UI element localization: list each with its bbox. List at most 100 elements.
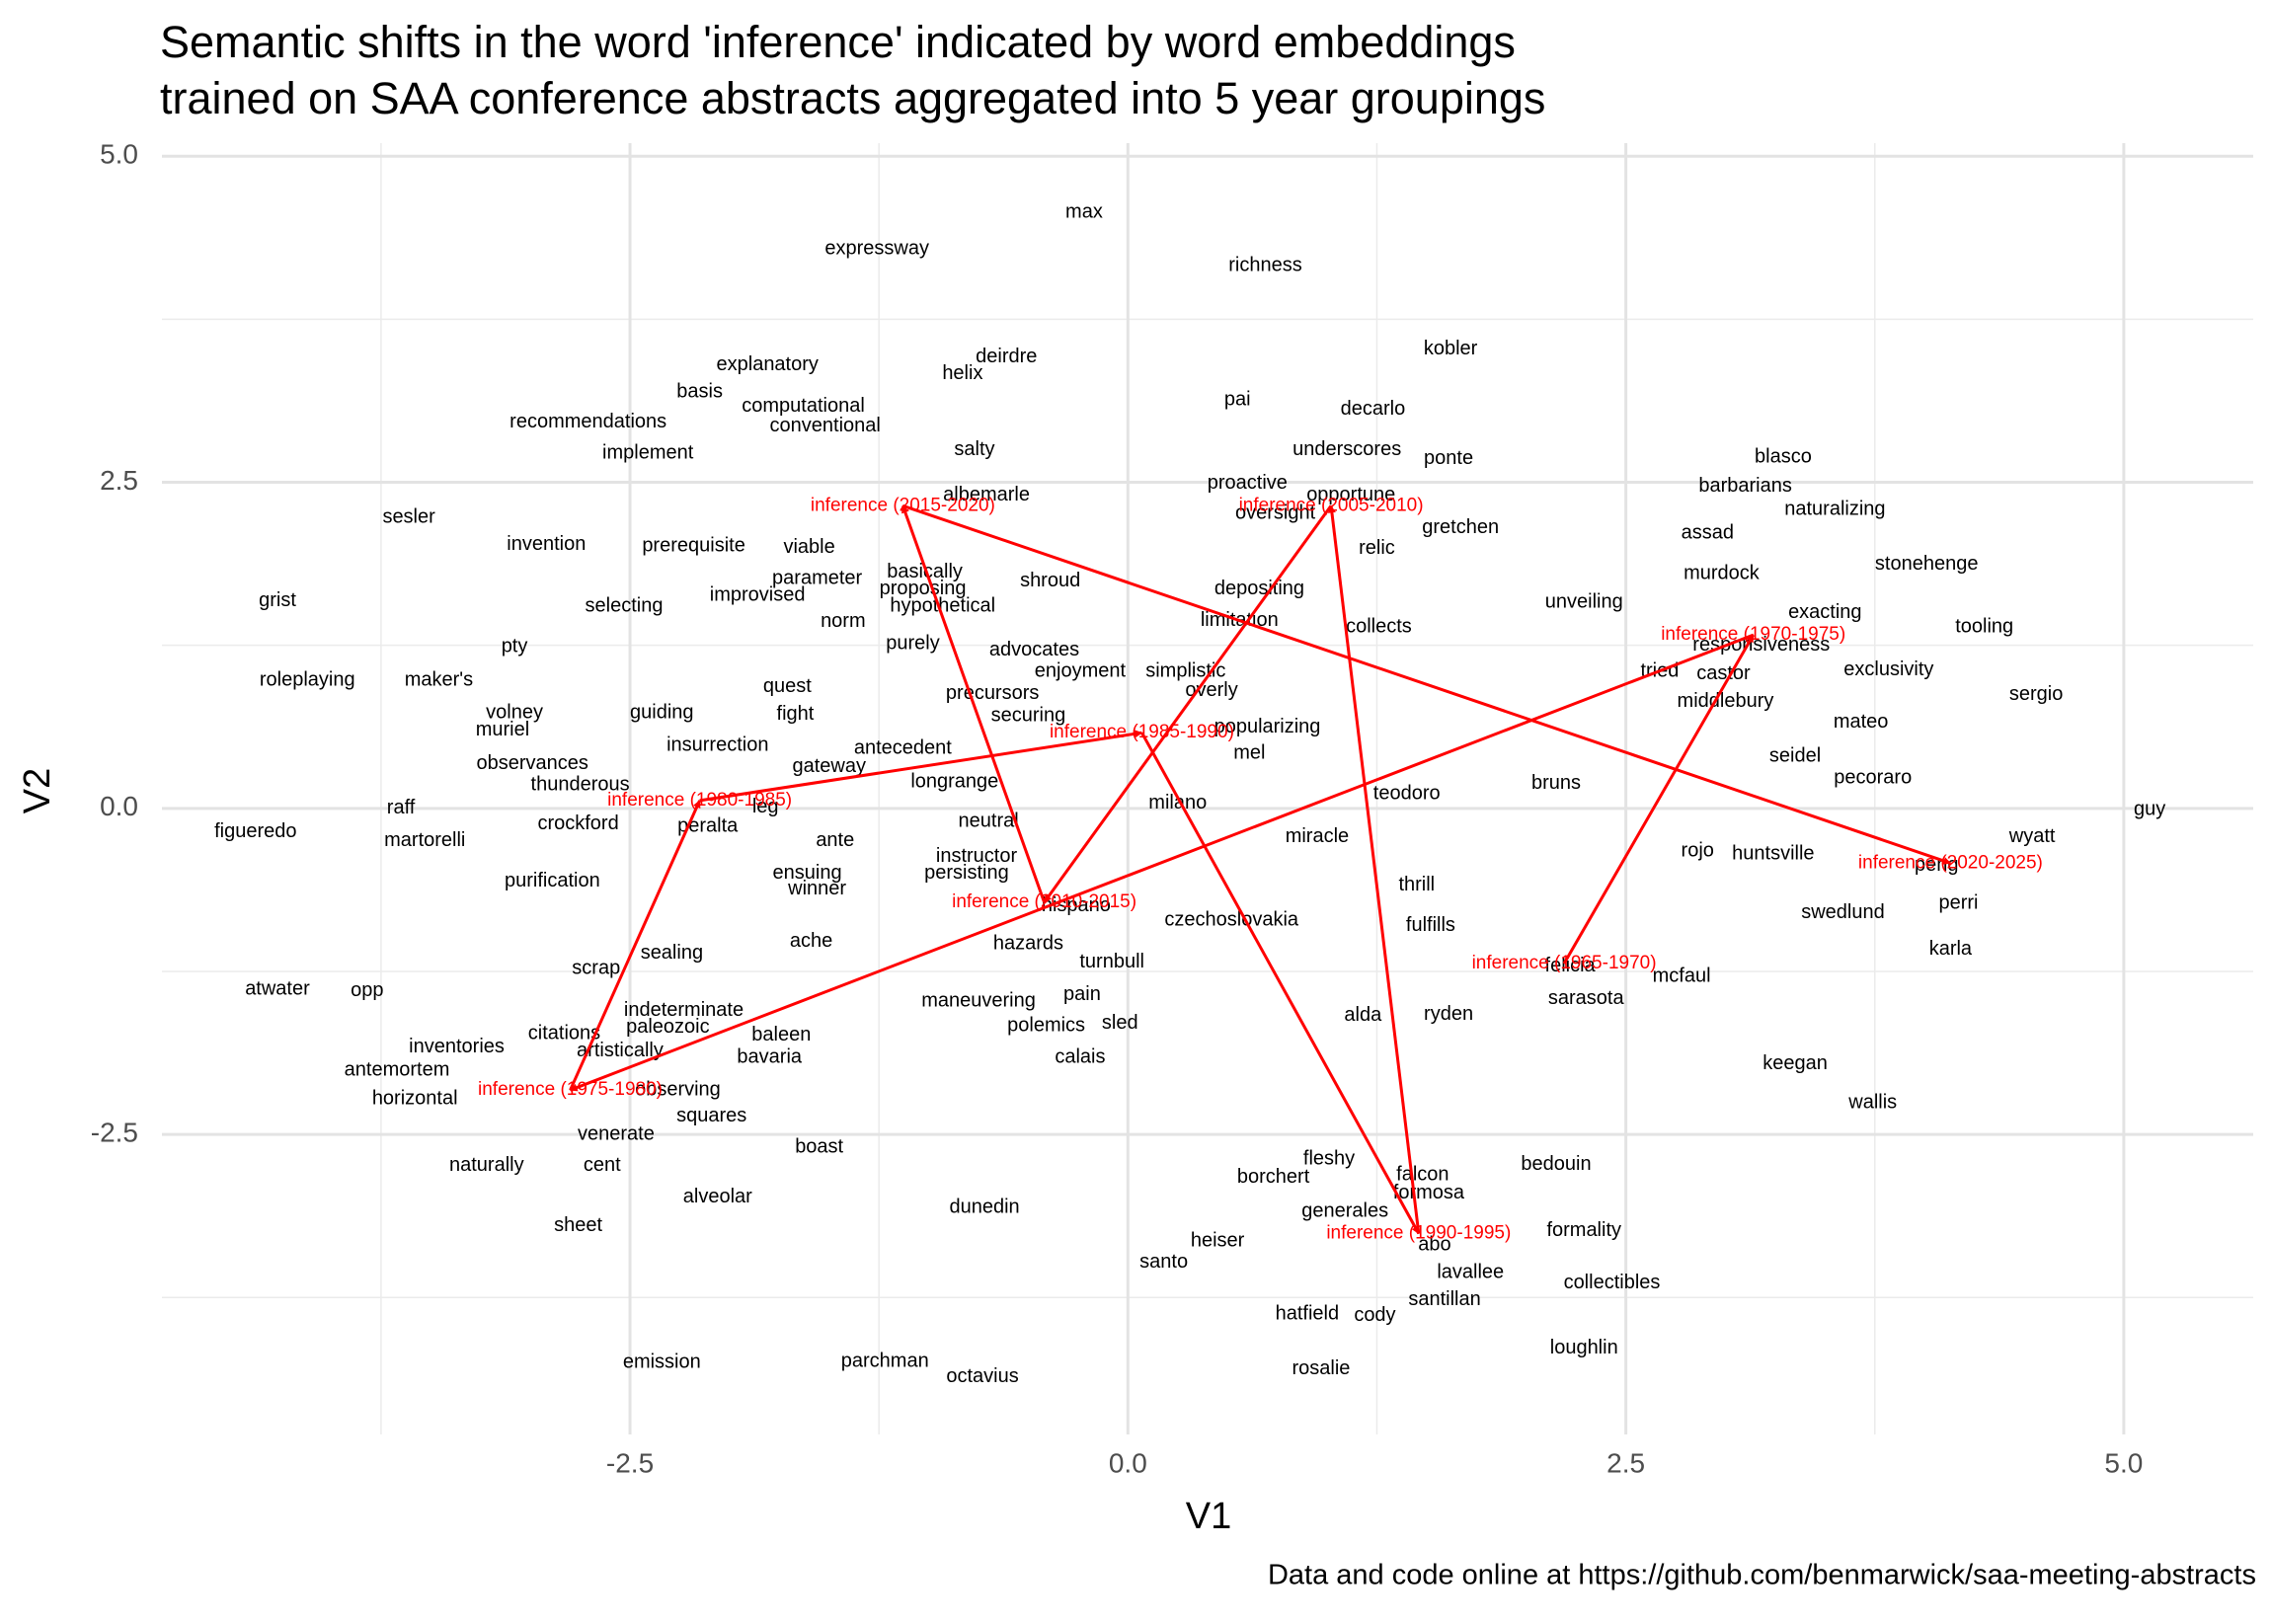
word-label: shroud bbox=[1020, 570, 1080, 591]
word-label: octavius bbox=[946, 1365, 1018, 1387]
word-label: relic bbox=[1359, 537, 1395, 559]
arrow bbox=[1043, 504, 1333, 903]
word-label: helix bbox=[942, 362, 982, 384]
word-label: cent bbox=[584, 1154, 621, 1176]
word-label: baleen bbox=[751, 1024, 811, 1045]
word-label: venerate bbox=[578, 1122, 655, 1144]
word-label: karla bbox=[1929, 938, 1973, 960]
word-label: crockford bbox=[537, 812, 618, 834]
word-label: ensuing bbox=[773, 862, 842, 884]
word-label: hypothetical bbox=[890, 594, 995, 616]
caption: Data and code online at https://github.c… bbox=[1268, 1560, 2256, 1591]
inference-label: inference (1975-1980) bbox=[478, 1079, 663, 1100]
word-label: collects bbox=[1346, 615, 1412, 637]
word-label: guiding bbox=[630, 702, 694, 724]
word-label: leg bbox=[752, 796, 779, 817]
word-label: expressway bbox=[824, 237, 929, 259]
word-label: gretchen bbox=[1422, 516, 1499, 538]
word-label: bedouin bbox=[1521, 1153, 1591, 1175]
word-label: pecoraro bbox=[1834, 767, 1912, 789]
word-label: purification bbox=[505, 870, 600, 891]
word-label: instructor bbox=[936, 845, 1018, 867]
word-label: purely bbox=[886, 633, 939, 655]
word-label: castor bbox=[1696, 662, 1751, 684]
word-label: miracle bbox=[1286, 825, 1349, 847]
word-label: santo bbox=[1139, 1251, 1188, 1273]
inference-label: inference (1980-1985) bbox=[607, 790, 792, 811]
y-axis-title: V2 bbox=[17, 768, 58, 813]
word-label: rosalie bbox=[1292, 1357, 1351, 1379]
word-label: czechoslovakia bbox=[1164, 909, 1299, 931]
word-label: antecedent bbox=[854, 736, 952, 758]
word-label: hatfield bbox=[1276, 1303, 1340, 1325]
chart-title: trained on SAA conference abstracts aggr… bbox=[160, 73, 1545, 123]
word-label: proactive bbox=[1208, 472, 1288, 494]
inference-label: inference (2010-2015) bbox=[952, 891, 1136, 912]
word-label: hispano bbox=[1042, 894, 1111, 916]
inference-label: inference (2015-2020) bbox=[811, 495, 995, 515]
arrow bbox=[569, 800, 701, 1091]
word-label: heiser bbox=[1191, 1230, 1245, 1252]
word-label: recommendations bbox=[509, 411, 666, 432]
word-label: atwater bbox=[245, 978, 310, 1000]
word-label: fleshy bbox=[1303, 1148, 1355, 1170]
word-label: abo bbox=[1418, 1234, 1450, 1256]
word-label: albemarle bbox=[943, 484, 1030, 505]
word-label: proposing bbox=[880, 578, 967, 599]
word-label: keegan bbox=[1762, 1052, 1828, 1074]
word-label: maneuvering bbox=[921, 990, 1036, 1012]
word-label: wallis bbox=[1847, 1092, 1897, 1114]
word-label: maker's bbox=[405, 669, 473, 691]
inference-label: inference (2005-2010) bbox=[1239, 495, 1424, 515]
word-label: citations bbox=[528, 1023, 600, 1044]
word-label: ponte bbox=[1424, 447, 1473, 469]
word-label: volney bbox=[486, 702, 543, 724]
word-label: naturally bbox=[449, 1154, 524, 1176]
arrow bbox=[901, 504, 1047, 903]
inference-label: inference (1990-1995) bbox=[1326, 1223, 1511, 1244]
word-label: rojo bbox=[1682, 840, 1714, 862]
word-label: winner bbox=[787, 878, 846, 899]
y-tick-label: -2.5 bbox=[91, 1118, 138, 1148]
word-label: computational bbox=[742, 395, 865, 417]
x-tick-label: 2.5 bbox=[1606, 1447, 1645, 1478]
word-label: improvised bbox=[710, 584, 806, 606]
arrow bbox=[901, 503, 1952, 865]
word-label: longrange bbox=[910, 771, 998, 793]
word-label: conventional bbox=[770, 415, 881, 436]
word-label: invention bbox=[507, 533, 586, 555]
word-label: sarasota bbox=[1548, 987, 1625, 1009]
word-label: ache bbox=[790, 930, 832, 952]
word-label: swedlund bbox=[1801, 901, 1885, 923]
inference-label: inference (2020-2025) bbox=[1858, 852, 2043, 873]
word-label: paleozoic bbox=[626, 1016, 710, 1038]
word-label: huntsville bbox=[1732, 842, 1814, 864]
word-label: max bbox=[1065, 200, 1103, 222]
word-label: santillan bbox=[1408, 1288, 1480, 1310]
word-label: roleplaying bbox=[260, 669, 355, 691]
word-label: quest bbox=[763, 675, 812, 697]
word-label: collectibles bbox=[1564, 1272, 1661, 1293]
word-label: polemics bbox=[1007, 1015, 1085, 1037]
word-label: peralta bbox=[677, 815, 739, 837]
word-label: underscores bbox=[1292, 438, 1401, 460]
word-label: teodoro bbox=[1373, 783, 1441, 805]
word-label: pty bbox=[502, 635, 528, 657]
word-label: simplistic bbox=[1145, 659, 1225, 681]
arrow bbox=[699, 730, 1143, 803]
word-label: milano bbox=[1148, 792, 1207, 813]
word-label: sealing bbox=[641, 942, 703, 964]
word-label: kobler bbox=[1424, 338, 1478, 359]
y-tick-label: 5.0 bbox=[100, 139, 138, 170]
word-label: salty bbox=[954, 438, 994, 460]
x-tick-label: 0.0 bbox=[1109, 1447, 1147, 1478]
word-label: norm bbox=[821, 610, 866, 632]
word-label: deirdre bbox=[976, 346, 1037, 367]
word-label: bruns bbox=[1531, 772, 1581, 794]
word-label: pain bbox=[1063, 983, 1101, 1005]
word-label: figueredo bbox=[214, 820, 296, 842]
word-label: basis bbox=[676, 381, 723, 403]
word-label: mcfaul bbox=[1653, 966, 1711, 987]
